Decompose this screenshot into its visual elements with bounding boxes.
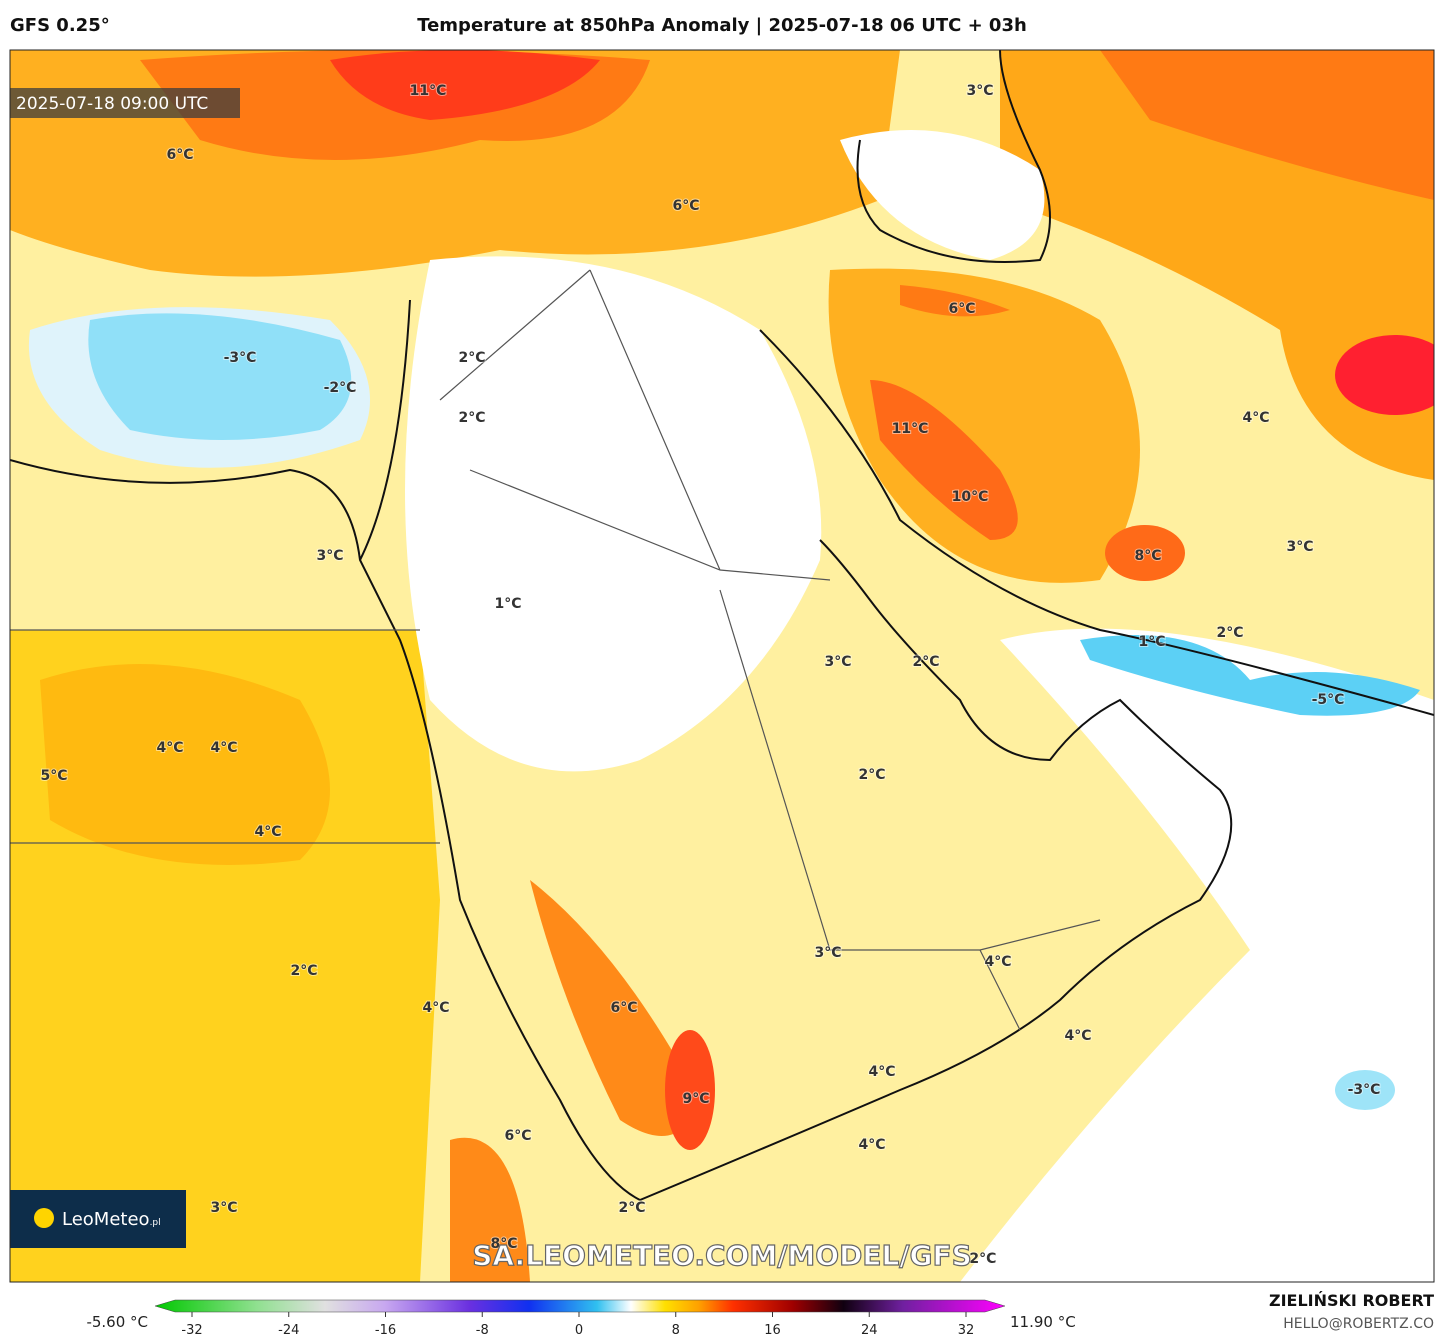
logo-sun	[34, 1208, 54, 1228]
time-box	[10, 88, 240, 118]
coastlines	[10, 50, 1434, 1201]
temperature-label: 2°C	[912, 654, 939, 670]
map-labels: 11°C 3°C 6°C 6°C 6°C -3°C 2°C -2°C 2°C 4°C 11°C 10°…	[39, 82, 1381, 1268]
email: HELLO@ROBERTZ.CO	[1283, 1316, 1434, 1332]
logo-text: LeoMeteo.pl	[62, 1209, 161, 1230]
hot-spot	[665, 1030, 715, 1150]
temperature-label: 6°C	[610, 1000, 637, 1016]
coastline	[10, 459, 641, 1201]
temperature-label: 4°C	[254, 824, 281, 840]
hot-core	[1335, 335, 1434, 415]
temperature-label: 4°C	[984, 954, 1011, 970]
temperature-label: 4°C	[858, 1137, 885, 1153]
borders	[10, 269, 1101, 1031]
temperature-label: 4°C	[868, 1064, 895, 1080]
temperature-label: 6°C	[672, 198, 699, 214]
temperature-label: 2°C	[290, 963, 317, 979]
temperature-label: 3°C	[824, 654, 851, 670]
temperature-label: 6°C	[948, 301, 975, 317]
colorbar-tick-label: -32	[181, 1323, 202, 1338]
temperature-label: 6°C	[166, 147, 193, 163]
temperature-label: 4°C	[1242, 410, 1269, 426]
temperature-label: 2°C	[618, 1200, 645, 1216]
temperature-label: 3°C	[1286, 539, 1313, 555]
hot-spot	[900, 285, 1010, 317]
central-asia-hot	[1100, 50, 1434, 200]
colorbar-tick-label: 0	[575, 1323, 583, 1338]
temperature-label: 3°C	[814, 945, 841, 961]
colorbar-tick-label: 8	[672, 1323, 680, 1338]
border	[10, 269, 1101, 1031]
valid-time: 2025-07-18 09:00 UTC	[16, 94, 208, 114]
colorbar-tick-label: 24	[861, 1323, 878, 1338]
temperature-label: 10°C	[952, 489, 989, 505]
temperature-label: 2°C	[858, 767, 885, 783]
zagros-hot	[870, 380, 1018, 540]
author: ZIELIŃSKI ROBERT	[1269, 1291, 1434, 1310]
cold-band	[1080, 635, 1420, 716]
colorbar-tick-label: -8	[476, 1323, 489, 1338]
watermark: SA.LEOMETEO.COM/MODEL/GFS	[472, 1239, 972, 1272]
temperature-label: 2°C	[1216, 625, 1243, 641]
coastline	[759, 329, 1434, 716]
colorbar-tick-label: -24	[278, 1323, 299, 1338]
temperature-label: 3°C	[210, 1200, 237, 1216]
temperature-label: 3°C	[966, 83, 993, 99]
temperature-label: -5°C	[1312, 692, 1345, 708]
temperature-label: 4°C	[156, 740, 183, 756]
temperature-label: 11°C	[410, 83, 447, 99]
temperature-label: 9°C	[682, 1091, 709, 1107]
temperature-label: 1°C	[1138, 634, 1165, 650]
iran-warm	[828, 268, 1140, 583]
ethiopia-hot	[450, 1137, 530, 1282]
cool-interior	[405, 256, 822, 772]
cold-spot	[1335, 1070, 1395, 1110]
map-title: Temperature at 850hPa Anomaly | 2025-07-…	[417, 15, 1027, 36]
caspian-cool	[840, 130, 1045, 260]
coastline	[359, 299, 411, 561]
temperature-label: 6°C	[504, 1128, 531, 1144]
temperature-label: 5°C	[40, 768, 67, 784]
coastline	[639, 539, 1233, 1201]
colorbar-tick-label: -16	[375, 1323, 396, 1338]
map-frame	[9, 49, 1435, 1283]
temperature-label: 3°C	[316, 548, 343, 564]
temperature-label: -3°C	[224, 350, 257, 366]
colorbar-min: -5.60 °C	[86, 1313, 148, 1331]
model-name: GFS 0.25°	[10, 15, 110, 36]
arabian-sea-cool	[960, 628, 1434, 1282]
temperature-label: 4°C	[1064, 1028, 1091, 1044]
med-cold	[88, 313, 352, 440]
temperature-label: -2°C	[964, 1251, 997, 1267]
temperature-label: 4°C	[422, 1000, 449, 1016]
temperature-label: -3°C	[1348, 1082, 1381, 1098]
colorbar-tick-label: 16	[764, 1323, 781, 1338]
hot-spot	[1105, 525, 1185, 581]
colorbar	[154, 1299, 1006, 1313]
logo-name: LeoMeteo	[62, 1209, 150, 1230]
temperature-label: 1°C	[494, 596, 521, 612]
temperature-label: 8°C	[490, 1236, 517, 1252]
logo-suffix: .pl	[150, 1218, 161, 1228]
temperature-label: 2°C	[458, 410, 485, 426]
temperature-label: 4°C	[210, 740, 237, 756]
temperature-label: 2°C	[458, 350, 485, 366]
map: 2025-07-18 09:00 UTC 11°C 3°C 6°C 6°C 6°C -3°…	[10, 50, 1434, 1282]
warm-area	[40, 664, 330, 865]
colorbar-tick-label: 32	[958, 1323, 975, 1338]
temperature-label: 8°C	[1134, 548, 1161, 564]
hot-core	[330, 50, 600, 120]
temperature-label: -2°C	[324, 380, 357, 396]
temperature-label: 11°C	[892, 421, 929, 437]
colorbar-max: 11.90 °C	[1010, 1313, 1076, 1331]
coastline	[856, 50, 1051, 263]
yemen-hot	[530, 880, 700, 1136]
